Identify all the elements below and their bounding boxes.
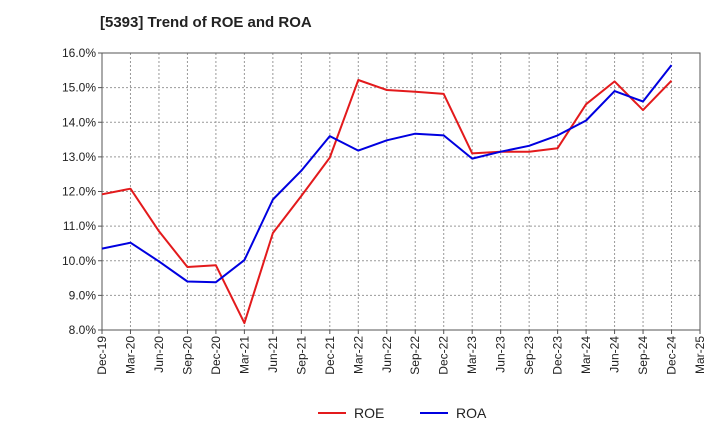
x-tick-label: Jun-21	[266, 336, 280, 373]
x-tick-label: Mar-22	[351, 336, 365, 374]
series-line-roe	[101, 79, 673, 325]
series-line-roa	[101, 64, 673, 284]
x-tick-label: Jun-23	[494, 336, 508, 373]
y-tick-label: 11.0%	[63, 219, 96, 233]
x-tick-label: Jun-22	[380, 336, 394, 373]
x-tick-label: Mar-25	[693, 336, 707, 374]
y-tick-label: 10.0%	[62, 254, 96, 268]
y-tick-label: 14.0%	[62, 115, 96, 129]
y-tick-label: 8.0%	[69, 323, 97, 337]
x-tick-label: Sep-20	[180, 336, 194, 375]
y-tick-label: 9.0%	[69, 288, 97, 302]
chart-title: [5393] Trend of ROE and ROA	[100, 14, 312, 31]
x-tick-label: Dec-21	[323, 336, 337, 375]
x-tick-label: Sep-24	[636, 336, 650, 375]
y-tick-label: 16.0%	[62, 46, 96, 60]
x-tick-label: Mar-21	[237, 336, 251, 374]
x-tick-label: Dec-24	[665, 336, 679, 375]
x-tick-label: Sep-23	[522, 336, 536, 375]
y-tick-label: 15.0%	[62, 81, 96, 95]
y-tick-label: 12.0%	[62, 185, 96, 199]
y-tick-label: 13.0%	[62, 150, 96, 164]
x-tick-label: Dec-23	[551, 336, 565, 375]
x-tick-label: Sep-22	[408, 336, 422, 375]
x-tick-label: Mar-23	[465, 336, 479, 374]
x-tick-label: Dec-22	[437, 336, 451, 375]
plot-area	[102, 53, 700, 330]
x-tick-label: Mar-24	[579, 336, 593, 374]
x-tick-label: Jun-20	[152, 336, 166, 373]
x-tick-label: Mar-20	[123, 336, 137, 374]
x-tick-label: Dec-20	[209, 336, 223, 375]
legend-label-roe: ROE	[354, 405, 384, 421]
legend-label-roa: ROA	[456, 405, 487, 421]
x-tick-label: Dec-19	[95, 336, 109, 375]
x-tick-label: Jun-24	[608, 336, 622, 373]
x-tick-label: Sep-21	[294, 336, 308, 375]
